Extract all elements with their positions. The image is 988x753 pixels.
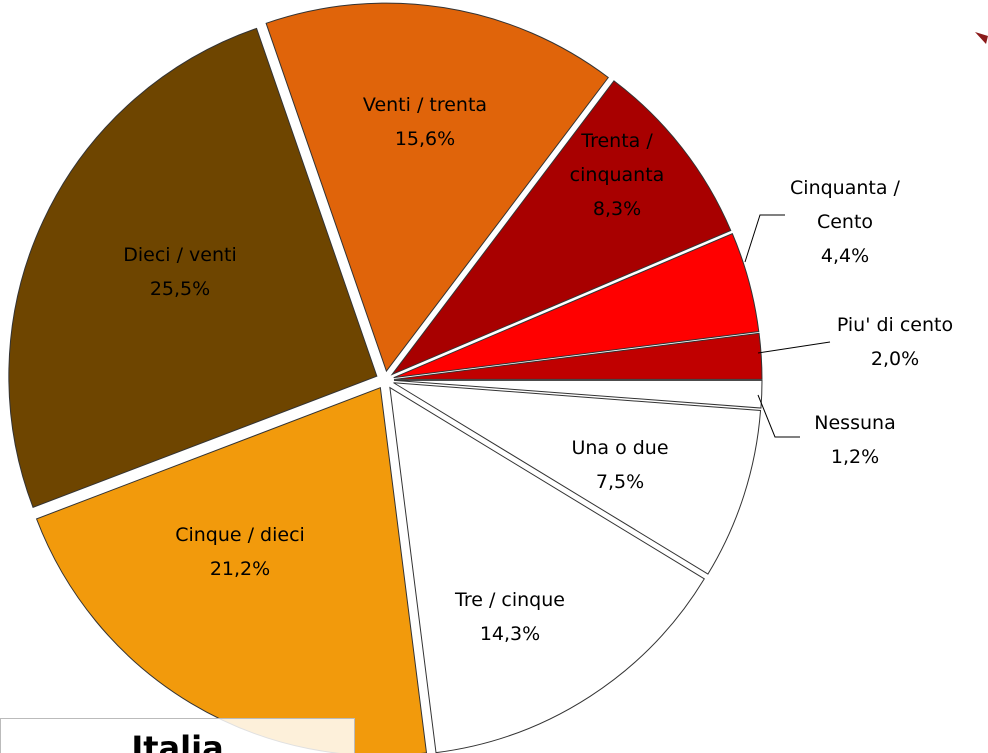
slice-label: Venti / trenta 15,6% bbox=[325, 88, 525, 156]
pie-slice bbox=[393, 379, 763, 409]
slice-value: 7,5% bbox=[595, 471, 645, 493]
slice-value: 14,3% bbox=[479, 623, 541, 645]
leader-line bbox=[744, 214, 785, 263]
slice-name: Una o due bbox=[571, 437, 669, 459]
slice-label: Tre / cinque 14,3% bbox=[410, 583, 610, 651]
pie-slice bbox=[393, 382, 762, 575]
pie-slice bbox=[265, 2, 609, 373]
slice-name: Dieci / venti bbox=[123, 244, 237, 266]
decoration bbox=[975, 32, 988, 44]
pie-slice bbox=[390, 80, 732, 376]
slice-label: Trenta / cinquanta 8,3% bbox=[552, 124, 682, 226]
leader-line bbox=[757, 394, 800, 438]
pie-slice bbox=[8, 27, 378, 508]
slice-value: 1,2% bbox=[830, 446, 880, 468]
slice-label: Una o due 7,5% bbox=[540, 431, 700, 499]
pie-slice bbox=[393, 232, 760, 379]
slice-value: 2,0% bbox=[870, 348, 920, 370]
slice-name: Trenta / cinquanta bbox=[569, 130, 665, 186]
chart-title: Italia bbox=[0, 718, 355, 753]
pie-slice bbox=[389, 386, 705, 753]
pie-slice bbox=[393, 332, 763, 380]
slice-name: Nessuna bbox=[814, 412, 896, 434]
slice-value: 8,3% bbox=[592, 198, 642, 220]
slice-name: Tre / cinque bbox=[455, 589, 565, 611]
leader-line bbox=[757, 341, 831, 354]
slice-name: Cinque / dieci bbox=[175, 524, 305, 546]
slice-value: 21,2% bbox=[209, 558, 271, 580]
slice-name: Cinquanta / Cento bbox=[790, 177, 900, 233]
slice-label: Cinque / dieci 21,2% bbox=[130, 518, 350, 586]
slice-label: Cinquanta / Cento 4,4% bbox=[775, 171, 915, 273]
slice-value: 25,5% bbox=[149, 278, 211, 300]
slice-value: 4,4% bbox=[820, 245, 870, 267]
slice-value: 15,6% bbox=[394, 128, 456, 150]
slice-label: Dieci / venti 25,5% bbox=[80, 238, 280, 306]
slice-label: Nessuna 1,2% bbox=[785, 406, 925, 474]
pie-slice bbox=[35, 387, 428, 753]
slice-name: Venti / trenta bbox=[362, 94, 488, 116]
slice-label: Piu' di cento 2,0% bbox=[825, 308, 965, 376]
slice-name: Piu' di cento bbox=[836, 314, 954, 336]
